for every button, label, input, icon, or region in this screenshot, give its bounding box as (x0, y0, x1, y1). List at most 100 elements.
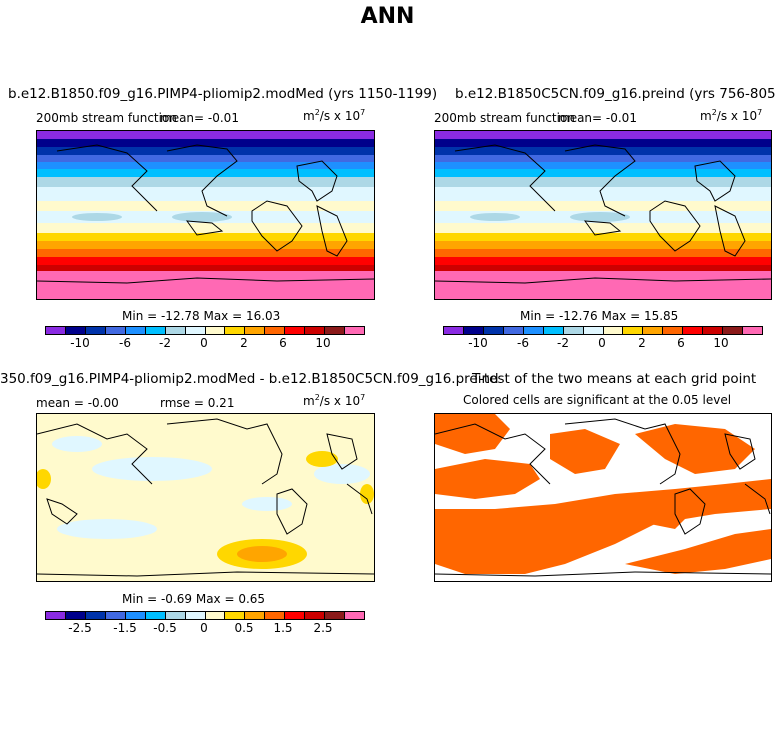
colorbar-swatch (643, 327, 664, 334)
tick-label: 6 (279, 336, 287, 350)
panel1-variable: 200mb stream function (36, 111, 177, 125)
tick-label: -0.5 (153, 621, 177, 635)
tick-label: 2 (638, 336, 646, 350)
panel4-title: T-test of the two means at each grid poi… (472, 371, 757, 387)
colorbar-swatch (225, 612, 246, 619)
panel2-title: b.e12.B1850C5CN.f09_g16.preind (yrs 756-… (455, 86, 775, 102)
tick-label: 1.5 (273, 621, 293, 635)
tick-label: 0 (200, 621, 208, 635)
panel2-units: m2/s x 107 (700, 108, 763, 123)
colorbar-swatch (305, 327, 326, 334)
tick-label: -1.5 (113, 621, 137, 635)
tick-label: -2.5 (68, 621, 92, 635)
panel3-colorbar (45, 611, 365, 620)
tick-label: 0 (598, 336, 606, 350)
panel1-title: b.e12.B1850.f09_g16.PIMP4-pliomip2.modMe… (8, 86, 438, 102)
colorbar-swatch (663, 327, 684, 334)
panel1-units: m2/s x 107 (303, 108, 366, 123)
panel3-units: m2/s x 107 (303, 393, 366, 408)
colorbar-swatch (46, 327, 66, 334)
panel2-colorbar (443, 326, 763, 335)
tick-label: -2 (159, 336, 171, 350)
colorbar-swatch (205, 612, 226, 619)
colorbar-swatch (265, 327, 286, 334)
colorbar-swatch (105, 612, 126, 619)
panel3-map (36, 413, 375, 582)
colorbar-swatch (285, 327, 306, 334)
tick-label: 10 (713, 336, 729, 350)
colorbar-swatch (463, 327, 484, 334)
colorbar-swatch (603, 327, 624, 334)
figure-title: ANN (360, 4, 415, 29)
panel1-colorbar-ticks: -10 -6 -2 0 2 6 10 (45, 336, 363, 350)
colorbar-swatch (444, 327, 464, 334)
panel2-field (435, 131, 771, 299)
panel1-field (37, 131, 374, 299)
colorbar-swatch (563, 327, 584, 334)
panel3-title: 350.f09_g16.PIMP4-pliomip2.modMed - b.e1… (0, 371, 499, 387)
tick-label: -10 (70, 336, 90, 350)
colorbar-swatch (623, 327, 644, 334)
colorbar-swatch (345, 612, 364, 619)
colorbar-swatch (683, 327, 704, 334)
colorbar-swatch (145, 327, 166, 334)
panel3-mean: mean = -0.00 (36, 396, 119, 410)
panel2-map (434, 130, 772, 300)
tick-label: -2 (557, 336, 569, 350)
tick-label: 2.5 (313, 621, 333, 635)
panel1-mean: mean= -0.01 (160, 111, 239, 125)
colorbar-swatch (743, 327, 762, 334)
tick-label: 10 (315, 336, 331, 350)
colorbar-swatch (325, 612, 346, 619)
tick-label: 0 (200, 336, 208, 350)
panel3-field (37, 414, 374, 581)
colorbar-swatch (85, 612, 106, 619)
colorbar-swatch (583, 327, 604, 334)
colorbar-swatch (523, 327, 544, 334)
colorbar-swatch (125, 327, 146, 334)
panel1-colorbar (45, 326, 365, 335)
colorbar-swatch (325, 327, 346, 334)
panel3-rmse: rmse = 0.21 (160, 396, 235, 410)
colorbar-swatch (85, 327, 106, 334)
panel1-minmax: Min = -12.78 Max = 16.03 (122, 309, 281, 323)
colorbar-swatch (265, 612, 286, 619)
colorbar-swatch (225, 327, 246, 334)
colorbar-swatch (345, 327, 364, 334)
tick-label: -6 (517, 336, 529, 350)
tick-label: 6 (677, 336, 685, 350)
panel2-mean: mean= -0.01 (558, 111, 637, 125)
panel4-field (435, 414, 771, 581)
colorbar-swatch (543, 327, 564, 334)
panel4-subtitle: Colored cells are significant at the 0.0… (463, 393, 732, 407)
colorbar-swatch (185, 612, 206, 619)
colorbar-swatch (105, 327, 126, 334)
panel2-variable: 200mb stream function (434, 111, 575, 125)
colorbar-swatch (165, 327, 186, 334)
tick-label: 2 (240, 336, 248, 350)
panel3-minmax: Min = -0.69 Max = 0.65 (122, 592, 266, 606)
panel2-colorbar-ticks: -10 -6 -2 0 2 6 10 (443, 336, 761, 350)
colorbar-swatch (205, 327, 226, 334)
significant-cells (435, 414, 771, 574)
panel3-colorbar-ticks: -2.5 -1.5 -0.5 0 0.5 1.5 2.5 (45, 621, 363, 635)
tick-label: -6 (119, 336, 131, 350)
colorbar-swatch (483, 327, 504, 334)
colorbar-swatch (65, 327, 86, 334)
panel4-map (434, 413, 772, 582)
tick-label: 0.5 (234, 621, 254, 635)
colorbar-swatch (285, 612, 306, 619)
colorbar-swatch (503, 327, 524, 334)
panel2-minmax: Min = -12.76 Max = 15.85 (520, 309, 679, 323)
tick-label: -10 (468, 336, 488, 350)
colorbar-swatch (245, 612, 266, 619)
colorbar-swatch (65, 612, 86, 619)
panel1-map (36, 130, 375, 300)
colorbar-swatch (46, 612, 66, 619)
colorbar-swatch (305, 612, 326, 619)
colorbar-swatch (125, 612, 146, 619)
colorbar-swatch (145, 612, 166, 619)
colorbar-swatch (245, 327, 266, 334)
colorbar-swatch (185, 327, 206, 334)
colorbar-swatch (723, 327, 744, 334)
